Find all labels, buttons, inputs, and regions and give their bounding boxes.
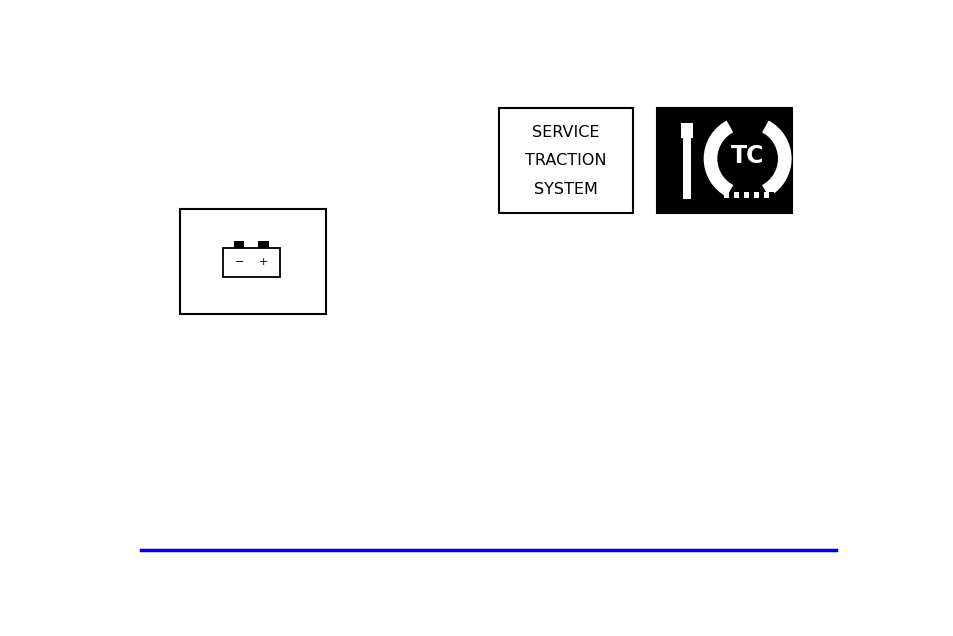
Bar [723,191,731,198]
Bar [682,123,690,198]
Bar [739,191,743,198]
Text: TC: TC [730,144,763,167]
Bar [743,191,751,198]
Bar [753,191,760,198]
Bar [759,191,763,198]
Bar [680,123,693,125]
Bar [749,191,753,198]
Bar [686,123,693,138]
Bar [733,191,740,198]
Text: SYSTEM: SYSTEM [534,182,598,197]
Bar [680,130,693,138]
Bar [769,191,773,198]
Text: +: + [259,258,269,267]
Bar [657,108,791,214]
Bar [686,123,693,138]
Bar [680,123,686,138]
Bar [180,209,326,314]
Bar [680,123,687,138]
Bar [233,241,244,248]
Bar [258,241,269,248]
Bar [498,108,633,214]
Bar [762,191,771,198]
Bar [223,248,279,277]
Bar [729,191,733,198]
Text: −: − [234,258,244,267]
Text: SERVICE: SERVICE [532,125,598,140]
Text: TRACTION: TRACTION [524,153,606,169]
